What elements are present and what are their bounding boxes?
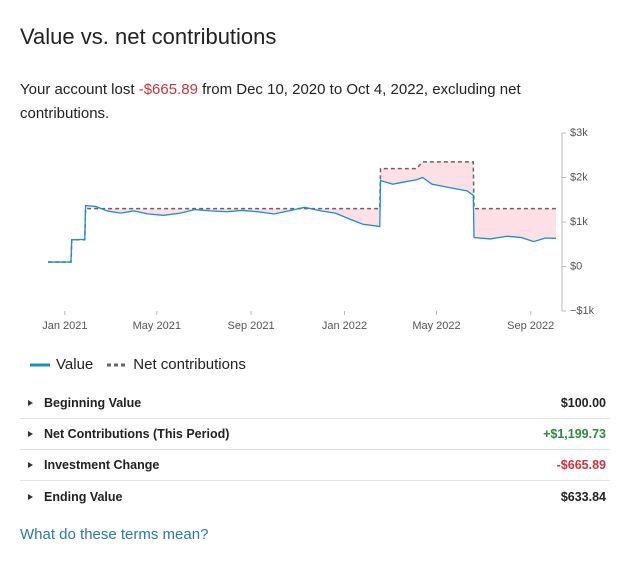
x-tick-label: Sep 2021 bbox=[227, 320, 274, 332]
legend-swatch bbox=[107, 363, 128, 366]
summary-text: from Dec 10, 2020 to Oct 4, 2022, exclud… bbox=[20, 81, 525, 122]
row-value: +$1,199.73 bbox=[543, 427, 606, 441]
table-row[interactable]: Net Contributions (This Period) +$1,199.7… bbox=[20, 419, 610, 450]
summary-table: Beginning Value $100.00 Net Contributions … bbox=[20, 388, 610, 512]
title: Value vs. net contributions bbox=[20, 24, 277, 49]
table-row[interactable]: Beginning Value $100.00 bbox=[20, 388, 610, 419]
row-value: $633.84 bbox=[560, 489, 606, 504]
table-row[interactable]: Investment Change -$665.89 bbox=[20, 450, 610, 481]
row-label: Ending Value bbox=[28, 490, 123, 504]
summary: Your account lost -$665.89 from Dec 10, … bbox=[20, 78, 580, 126]
y-tick-label: −$1k bbox=[570, 305, 595, 317]
y-tick-label: $0 bbox=[570, 260, 582, 272]
legend: Value Net contributions bbox=[30, 356, 246, 373]
x-tick-label: Jan 2022 bbox=[322, 320, 367, 332]
y-tick-label: $3k bbox=[570, 127, 588, 139]
legend-label: Value bbox=[56, 356, 94, 373]
table-row[interactable]: Ending Value $633.84 bbox=[20, 481, 610, 512]
legend-item: Net contributions bbox=[107, 356, 246, 373]
x-tick-label: Jan 2021 bbox=[42, 320, 87, 332]
y-tick-label: $2k bbox=[570, 171, 588, 183]
legend-item: Value bbox=[30, 356, 93, 373]
series-line bbox=[48, 176, 557, 263]
x-tick-label: May 2021 bbox=[133, 320, 181, 332]
row-label: Investment Change bbox=[28, 458, 159, 472]
summary-amount: -$665.89 bbox=[138, 81, 198, 98]
legend-swatch bbox=[30, 363, 50, 366]
x-tick-label: Sep 2022 bbox=[507, 320, 554, 332]
row-value: $100.00 bbox=[560, 396, 606, 410]
legend-label: Net contributions bbox=[133, 356, 246, 373]
loss-area bbox=[48, 161, 556, 263]
row-label: Beginning Value bbox=[28, 396, 141, 410]
x-tick-label: May 2022 bbox=[412, 320, 460, 332]
y-tick-label: $1k bbox=[570, 216, 588, 228]
row-value: -$665.89 bbox=[556, 458, 606, 472]
chart: $3k $2k $1k $0 −$1k Jan 2021 May 2021 Sep 2021 J… bbox=[42, 127, 595, 332]
summary-text: Your account lost bbox=[20, 81, 139, 98]
series-line bbox=[48, 161, 556, 263]
row-label: Net Contributions (This Period) bbox=[28, 427, 229, 441]
help-link[interactable]: What do these terms mean? bbox=[20, 526, 209, 543]
